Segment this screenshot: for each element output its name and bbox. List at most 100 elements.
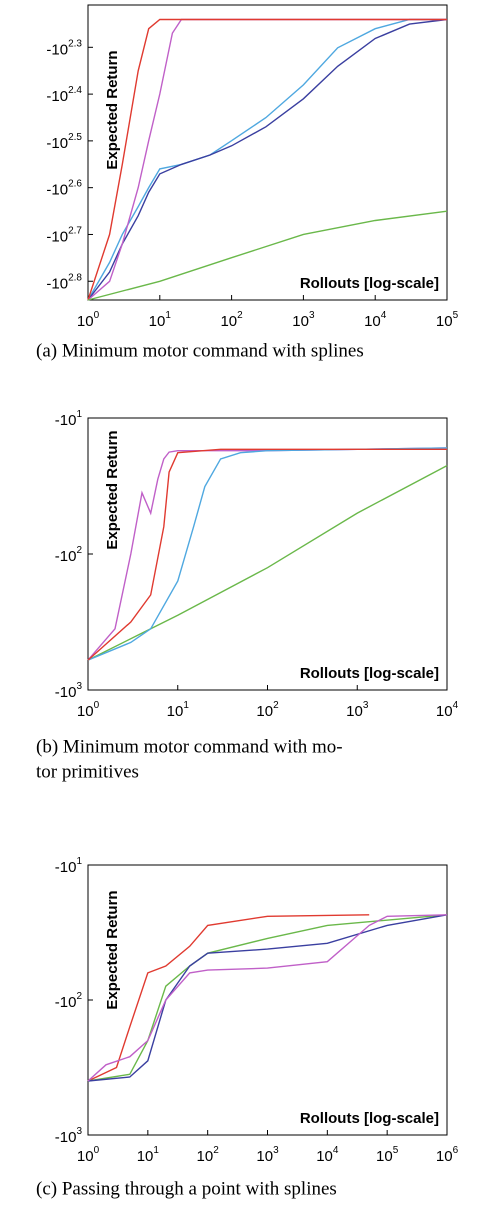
x-tick-label-exp: 1 (165, 310, 171, 321)
x-tick-label-exp: 6 (453, 1145, 459, 1156)
x-tick-label-base: 10 (77, 313, 94, 330)
x-tick-label: 100 (77, 310, 100, 330)
y-tick-label: -102.8 (46, 272, 82, 292)
x-tick-label: 102 (197, 1145, 220, 1165)
x-tick-label-exp: 0 (94, 1145, 100, 1156)
line (87, 914, 448, 1082)
x-axis-label: Rollouts [log-scale] (300, 275, 439, 292)
y-tick-label: -102.7 (46, 225, 82, 245)
line (87, 18, 448, 301)
x-tick-label-exp: 5 (453, 310, 459, 321)
plot-frame (87, 4, 448, 301)
y-tick-label-base: -10 (46, 182, 68, 199)
y-tick-label: -102 (55, 545, 83, 565)
line (87, 447, 448, 661)
x-tick-label-base: 10 (137, 1148, 154, 1165)
x-tick-label: 101 (137, 1145, 160, 1165)
x-axis-label: Rollouts [log-scale] (300, 665, 439, 682)
y-tick-label-exp: 2.3 (68, 38, 82, 49)
y-tick-label-base: -10 (46, 275, 68, 292)
line (87, 914, 448, 1082)
caption: (c) Passing through a point with splines (36, 1178, 337, 1199)
x-tick-label-base: 10 (149, 313, 166, 330)
x-tick-label: 103 (292, 310, 315, 330)
x-tick-label-exp: 5 (393, 1145, 399, 1156)
x-tick-label: 101 (167, 700, 190, 720)
y-tick-label-exp: 2.8 (68, 272, 82, 283)
x-axis-label: Rollouts [log-scale] (300, 1110, 439, 1127)
y-tick-label: -102.3 (46, 38, 82, 58)
x-tick-label-exp: 4 (333, 1145, 339, 1156)
y-tick-label-base: -10 (55, 684, 77, 701)
x-tick-label-base: 10 (316, 1148, 333, 1165)
x-tick-label: 104 (316, 1145, 339, 1165)
x-tick-label: 100 (77, 1145, 100, 1165)
x-tick-label-exp: 0 (94, 700, 100, 711)
x-tick-label-base: 10 (197, 1148, 214, 1165)
line (87, 447, 448, 661)
y-tick-label-base: -10 (55, 859, 77, 876)
caption: tor primitives (36, 761, 139, 782)
x-tick-label-exp: 2 (237, 310, 243, 321)
y-tick-label-exp: 2 (76, 991, 82, 1002)
y-tick-label-base: -10 (46, 41, 68, 58)
x-tick-label-base: 10 (256, 703, 273, 720)
x-tick-label-base: 10 (292, 313, 309, 330)
y-tick-label: -102.4 (46, 85, 82, 105)
y-tick-label-base: -10 (55, 994, 77, 1011)
y-tick-label-base: -10 (55, 548, 77, 565)
x-tick-label-base: 10 (256, 1148, 273, 1165)
line (87, 914, 448, 1082)
caption: (a) Minimum motor command with splines (36, 340, 364, 361)
x-tick-label: 106 (436, 1145, 459, 1165)
x-tick-label-base: 10 (77, 1148, 94, 1165)
x-tick-label-base: 10 (436, 1148, 453, 1165)
x-tick-label: 101 (149, 310, 172, 330)
y-axis-label: Expected Return (104, 890, 121, 1009)
caption: (b) Minimum motor command with mo- (36, 736, 343, 757)
x-tick-label-exp: 4 (453, 700, 459, 711)
y-tick-label: -102 (55, 991, 83, 1011)
y-tick-label-exp: 1 (76, 856, 82, 867)
x-tick-label: 103 (346, 700, 369, 720)
y-tick-label-exp: 2 (76, 545, 82, 556)
x-tick-label-base: 10 (376, 1148, 393, 1165)
y-tick-label-exp: 1 (76, 409, 82, 420)
line (87, 448, 447, 661)
plot-frame (87, 864, 448, 1136)
x-tick-label: 105 (436, 310, 459, 330)
y-tick-label: -102.5 (46, 132, 82, 152)
y-tick-label-exp: 2.6 (68, 178, 82, 189)
x-tick-label-base: 10 (436, 313, 453, 330)
x-tick-label-exp: 3 (273, 1145, 279, 1156)
x-tick-label: 105 (376, 1145, 399, 1165)
y-tick-label-exp: 2.4 (68, 85, 82, 96)
y-tick-label: -101 (55, 856, 83, 876)
x-tick-label-base: 10 (346, 703, 363, 720)
x-tick-label: 102 (220, 310, 243, 330)
y-tick-label: -103 (55, 1126, 83, 1146)
x-tick-label-exp: 3 (309, 310, 315, 321)
line (87, 18, 447, 301)
x-tick-label-exp: 4 (381, 310, 387, 321)
y-tick-label-base: -10 (55, 412, 77, 429)
y-tick-label-exp: 2.5 (68, 132, 82, 143)
x-tick-label-exp: 1 (183, 700, 189, 711)
x-tick-label: 104 (364, 310, 387, 330)
x-tick-label-exp: 0 (94, 310, 100, 321)
x-tick-label: 102 (256, 700, 279, 720)
x-tick-label-exp: 2 (213, 1145, 219, 1156)
x-tick-label-base: 10 (77, 703, 94, 720)
plot-frame (87, 417, 448, 691)
line (87, 914, 370, 1082)
line (87, 18, 447, 301)
x-tick-label-base: 10 (436, 703, 453, 720)
x-tick-label-exp: 1 (153, 1145, 159, 1156)
x-tick-label-exp: 2 (273, 700, 279, 711)
line (87, 210, 448, 301)
y-tick-label: -103 (55, 681, 83, 701)
y-tick-label-exp: 3 (76, 681, 82, 692)
